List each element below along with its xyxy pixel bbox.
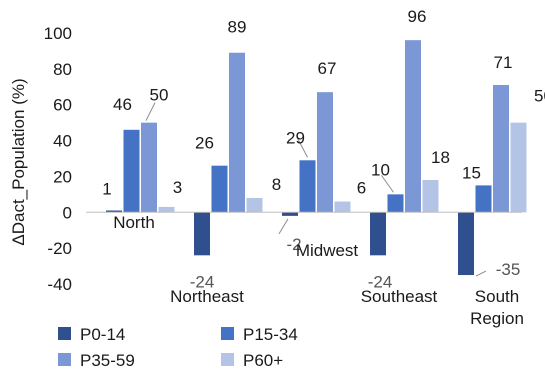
category-label-north: North: [113, 213, 155, 232]
category-label-northeast: Northeast: [170, 287, 244, 306]
bar-p3559-south-region: [493, 84, 509, 213]
data-label: 50: [150, 86, 169, 105]
bar-p014-south-region: [458, 212, 474, 276]
y-axis-ticks: -40 -20 0 20 40 60 80 100: [44, 24, 72, 294]
bar-p3559-north: [141, 122, 157, 213]
data-label: 10: [371, 160, 390, 179]
bar-p60-south-region: [510, 122, 527, 213]
data-label: 89: [228, 18, 247, 37]
y-tick-label: 60: [53, 96, 72, 115]
bar-p60-midwest: [334, 201, 351, 213]
data-label: -24: [368, 272, 393, 291]
data-label: 3: [173, 178, 182, 197]
data-label: 67: [318, 59, 337, 78]
data-label: 46: [113, 95, 132, 114]
leader-line: [297, 138, 308, 158]
bar-p1534-southeast: [387, 194, 404, 213]
data-label: 71: [494, 53, 513, 72]
data-labels: 1 -24 -2 -24 -35 46 26 29 10 15 50 89 67 96 71 3 8 6 18 50: [102, 7, 545, 291]
bar-p014-southeast: [370, 212, 386, 256]
y-tick-label: -20: [47, 239, 72, 258]
leader-line: [381, 175, 394, 193]
data-label: 15: [462, 163, 481, 182]
data-label: 26: [195, 134, 214, 153]
data-label: 96: [408, 7, 427, 26]
legend-label: P60+: [243, 351, 283, 370]
bar-p60-northeast: [246, 197, 263, 213]
data-label: -2: [286, 235, 301, 254]
category-label-south-region: South Region: [470, 287, 524, 328]
legend-swatch: [58, 353, 71, 366]
leader-lines: [145, 102, 487, 277]
data-label: 29: [286, 128, 305, 147]
bar-p1534-north: [123, 129, 140, 213]
data-label: 18: [431, 148, 450, 167]
category-label-midwest: Midwest: [296, 241, 359, 260]
data-label: 1: [102, 179, 111, 198]
bar-p1534-midwest: [299, 160, 316, 213]
leader-line: [475, 270, 487, 277]
bar-p014-northeast: [194, 212, 210, 256]
bar-p1534-south-region: [475, 185, 492, 213]
bars: [106, 40, 527, 276]
data-label: -24: [190, 272, 215, 291]
data-label: -35: [496, 260, 521, 279]
leader-line: [145, 102, 156, 121]
y-tick-label: 80: [53, 60, 72, 79]
bar-p014-north: [106, 210, 122, 213]
legend-swatch: [221, 327, 234, 340]
y-tick-label: 20: [53, 167, 72, 186]
y-tick-label: -40: [47, 275, 72, 294]
legend-label: P0-14: [80, 325, 125, 344]
bar-p1534-northeast: [211, 165, 228, 213]
y-tick-label: 40: [53, 132, 72, 151]
data-label: 50: [534, 87, 545, 106]
legend-swatch: [58, 327, 71, 340]
bar-p3559-northeast: [229, 52, 245, 213]
category-labels: North Northeast Midwest Southeast South Regio…: [113, 213, 524, 328]
data-label: 6: [357, 179, 366, 198]
data-label: 8: [272, 175, 281, 194]
leader-line: [278, 218, 289, 235]
bar-p3559-midwest: [317, 92, 333, 213]
legend-label: P35-59: [80, 351, 135, 370]
bar-p3559-southeast: [405, 40, 421, 213]
legend-label: P15-34: [243, 325, 298, 344]
category-label-southeast: Southeast: [361, 287, 438, 306]
bar-p014-midwest: [282, 212, 298, 216]
bar-p60-north: [158, 206, 175, 213]
legend: P0-14 P15-34 P35-59 P60+: [58, 325, 298, 370]
legend-swatch: [221, 353, 234, 366]
y-tick-label: 0: [63, 203, 72, 222]
bar-p60-southeast: [422, 180, 439, 213]
y-axis-label: ΔDact_Population (%): [9, 78, 28, 245]
y-tick-label: 100: [44, 24, 72, 43]
